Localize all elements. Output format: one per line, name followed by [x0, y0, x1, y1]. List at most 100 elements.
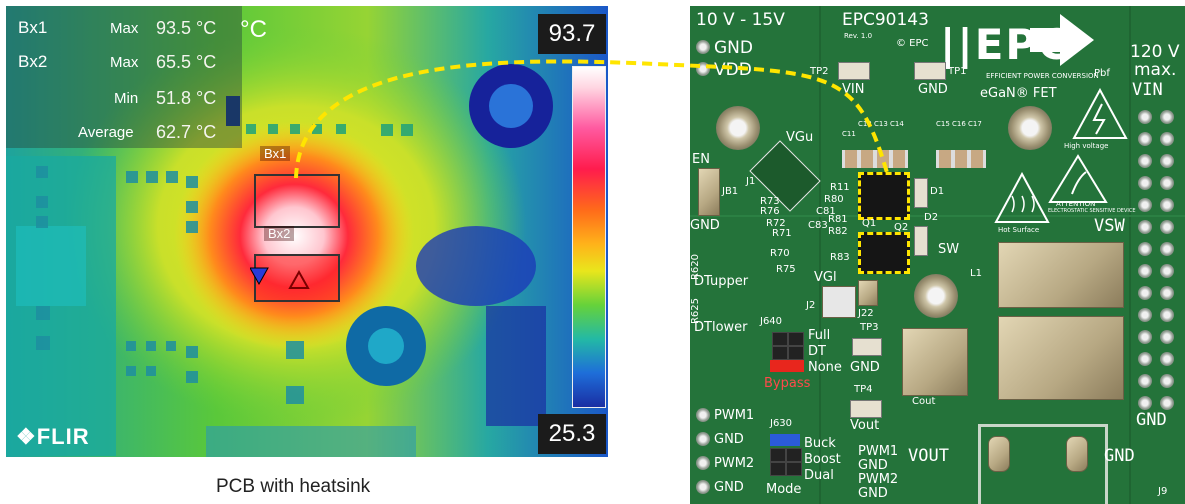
vout-connector-label: VOUT — [908, 446, 949, 466]
tp4-test-point — [850, 400, 882, 418]
max-voltage-label: 120 V — [1130, 42, 1180, 62]
tp3-label: TP3 — [860, 322, 879, 333]
right-header-pin — [1138, 352, 1152, 366]
boost-label: Boost — [804, 452, 841, 467]
box1-label: Bx1 — [18, 18, 48, 37]
pbf-label: Pbf — [1094, 68, 1110, 79]
j9-label: J9 — [1158, 486, 1168, 497]
mode-label: Mode — [766, 482, 802, 497]
r72-label: R72 — [766, 218, 786, 229]
right-header-pin — [1138, 286, 1152, 300]
vout-tp-label: Vout — [850, 418, 880, 433]
box2-max-value: 65.5 °C — [156, 52, 217, 72]
pwm1-b-label: PWM1 — [858, 444, 899, 459]
board-name: EPC90143 — [842, 10, 929, 30]
esd-warning-icon — [1048, 154, 1108, 203]
right-header-pin — [1138, 220, 1152, 234]
vin-right-label: VIN — [1132, 80, 1163, 100]
gnd-terminal — [1066, 436, 1088, 472]
pwm1-pin — [696, 408, 710, 422]
vgl-label: VGl — [814, 270, 837, 285]
min-value: 51.8 °C — [156, 88, 217, 108]
box2-label: Bx2 — [18, 52, 48, 71]
box1-max-value: 93.5 °C — [156, 18, 217, 38]
bypass-jumper — [770, 360, 804, 372]
output-inductor — [998, 316, 1124, 400]
copyright-label: © EPC — [896, 38, 929, 49]
en-label: EN — [692, 152, 710, 167]
c14-label: C14 — [890, 120, 904, 128]
r71-label: R71 — [772, 228, 792, 239]
epc-arrow-icon — [1060, 14, 1094, 66]
input-voltage-label: 10 V - 15V — [696, 10, 785, 30]
right-header-pin — [1138, 154, 1152, 168]
dual-label: Dual — [804, 468, 834, 483]
gnd-d-label: GND — [858, 486, 888, 501]
j640-pin1 — [772, 332, 788, 346]
pcb-photo: 10 V - 15V EPC90143 Rev. 1.0 © EPC ||EPC… — [690, 6, 1185, 504]
measurement-panel — [6, 6, 242, 148]
j630-pin3 — [770, 448, 786, 462]
tp2-label: TP2 — [810, 66, 829, 77]
mounting-hole-left — [716, 106, 760, 150]
vin-tp-label: VIN — [842, 82, 865, 97]
high-voltage-icon — [1072, 87, 1128, 139]
gnd-a-pin — [696, 432, 710, 446]
right-header-pin — [1160, 308, 1174, 322]
right-header-pin — [1160, 352, 1174, 366]
d2-diode — [914, 226, 928, 256]
flir-logo: ❖FLIR — [16, 424, 90, 449]
full-label: Full — [808, 328, 831, 343]
jb1-label: JB1 — [722, 186, 739, 197]
vgu-label: VGu — [786, 130, 814, 145]
vdd-label: VDD — [714, 60, 752, 80]
j640-pin4 — [788, 346, 804, 360]
d1-diode — [914, 178, 928, 208]
right-header-pin — [1138, 176, 1152, 190]
j22-label: J22 — [858, 308, 874, 319]
pwm2-label: PWM2 — [714, 456, 755, 471]
max-voltage-sub: max. — [1134, 60, 1177, 80]
epc-logo-subtitle: EFFICIENT POWER CONVERSION — [986, 72, 1099, 80]
q1-fet-highlighted — [858, 172, 910, 220]
j2-label: J2 — [806, 300, 816, 311]
vdd-pin — [696, 62, 710, 76]
right-header-pin — [1160, 176, 1174, 190]
gnd-b-pin — [696, 480, 710, 494]
right-header-pin — [1160, 132, 1174, 146]
scale-max-value: 93.7 — [538, 14, 606, 54]
right-header-pin — [1138, 132, 1152, 146]
bypass-label: Bypass — [764, 376, 811, 391]
dt-upper-label: DTupper — [694, 274, 749, 289]
box1-marker — [254, 174, 340, 228]
average-label: Average — [78, 124, 134, 141]
vgl-header — [822, 286, 856, 318]
r81-label: R81 — [828, 214, 848, 225]
esd-label: ELECTROSTATIC SENSITIVE DEVICE — [1048, 208, 1136, 214]
vsw-label: VSW — [1094, 216, 1125, 236]
r80-label: R80 — [824, 194, 844, 205]
j630-label: J630 — [770, 418, 793, 429]
box2-max-label: Max — [110, 54, 139, 71]
q2-label: Q2 — [894, 222, 909, 233]
gnd-left-label: GND — [690, 218, 720, 233]
right-header-pin — [1138, 110, 1152, 124]
gnd-tp3-label: GND — [850, 360, 880, 375]
cout-label: Cout — [912, 396, 936, 407]
capacitor-c17 — [968, 150, 986, 168]
c15-label: C15 — [936, 120, 950, 128]
j640-pin2 — [788, 332, 804, 346]
egan-label: eGaN® FET — [980, 86, 1057, 101]
r83-label: R83 — [830, 252, 850, 263]
j1-label: J1 — [746, 176, 756, 187]
pwm1-label: PWM1 — [714, 408, 755, 423]
gnd-right-label: GND — [1136, 410, 1167, 430]
q2-fet-highlighted — [858, 232, 910, 274]
buck-label: Buck — [804, 436, 836, 451]
output-capacitor — [902, 328, 968, 396]
sw-label: SW — [938, 242, 960, 257]
j640-label: J640 — [760, 316, 783, 327]
j630-pin4 — [786, 448, 802, 462]
j640-pin3 — [772, 346, 788, 360]
high-voltage-label: High voltage — [1064, 142, 1109, 150]
